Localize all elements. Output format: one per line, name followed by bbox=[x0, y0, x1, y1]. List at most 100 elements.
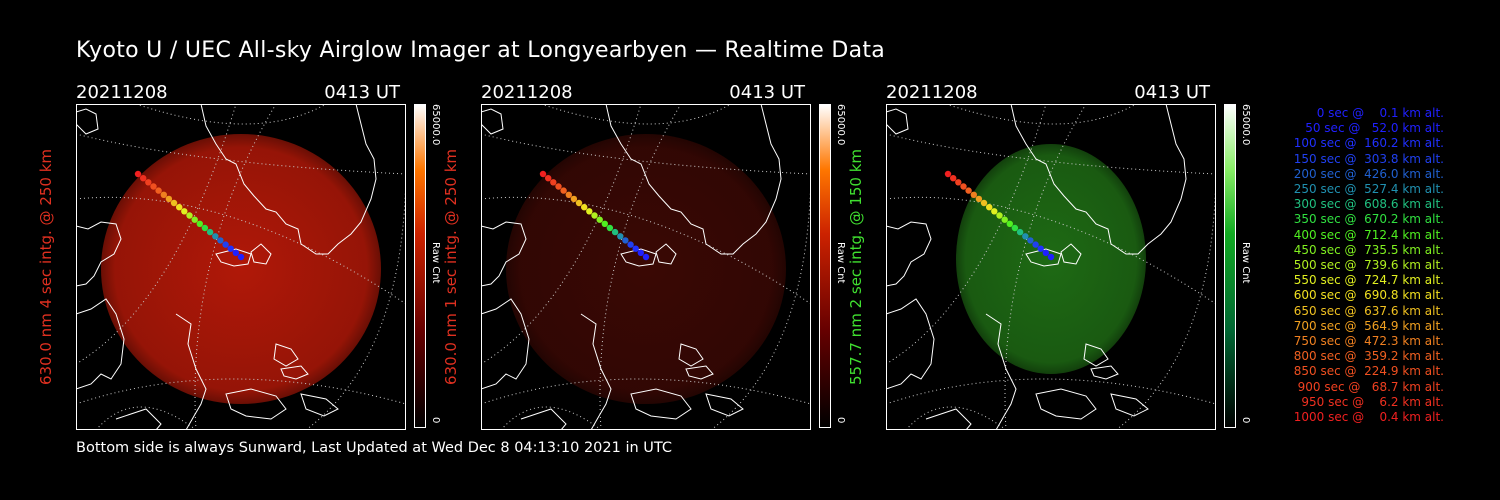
panel-ylabel-text: 630.0 nm 4 sec intg. @ 250 km bbox=[37, 148, 55, 386]
trajectory-point bbox=[1032, 241, 1039, 248]
trajectory-point bbox=[996, 212, 1003, 219]
trajectory-point bbox=[606, 224, 614, 232]
trajectory-point bbox=[622, 237, 629, 244]
trajectory-point bbox=[237, 253, 245, 261]
footer-note: Bottom side is always Sunward, Last Upda… bbox=[76, 440, 673, 456]
trajectory-point bbox=[222, 241, 229, 248]
geo-grid bbox=[76, 104, 406, 430]
legend-line: 950 sec @ 6.2 km alt. bbox=[1301, 394, 1444, 409]
trajectory-point bbox=[570, 195, 578, 203]
panel-time: 0413 UT bbox=[1134, 82, 1210, 103]
allsky-map bbox=[481, 104, 811, 430]
trajectory-point bbox=[601, 220, 608, 227]
colorbar-min: 0 bbox=[429, 417, 443, 431]
trajectory-point bbox=[975, 195, 983, 203]
trajectory-point bbox=[539, 170, 547, 178]
trajectory-point bbox=[550, 179, 557, 186]
trajectory-point bbox=[555, 183, 562, 190]
trajectory bbox=[539, 170, 650, 261]
colorbar-min-text: 0 bbox=[1240, 417, 1251, 424]
trajectory-point bbox=[1047, 253, 1055, 261]
coastline bbox=[886, 104, 1187, 430]
trajectory-point bbox=[145, 179, 152, 186]
colorbar-unit: Raw Cnt bbox=[429, 242, 443, 292]
trajectory bbox=[944, 170, 1055, 261]
trajectory-point bbox=[232, 249, 239, 256]
trajectory-point bbox=[591, 212, 598, 219]
colorbar-max-text: 65000.0 bbox=[430, 104, 441, 146]
legend-line: 650 sec @ 637.6 km alt. bbox=[1293, 303, 1444, 318]
legend-line: 300 sec @ 608.6 km alt. bbox=[1293, 197, 1444, 212]
panel-ylabel-text: 557.7 nm 2 sec intg. @ 150 km bbox=[847, 148, 865, 386]
panel-ylabel-text: 630.0 nm 1 sec intg. @ 250 km bbox=[442, 148, 460, 386]
trajectory-point bbox=[955, 179, 962, 186]
panel-557-2sec: 20211208 0413 UT 557.7 nm 2 sec intg. @ … bbox=[847, 82, 1286, 432]
legend-line: 750 sec @ 472.3 km alt. bbox=[1293, 334, 1444, 349]
trajectory-point bbox=[596, 216, 603, 223]
trajectory-point bbox=[170, 199, 178, 207]
trajectory-point bbox=[160, 191, 167, 198]
trajectory-point bbox=[565, 191, 572, 198]
trajectory-point bbox=[545, 175, 552, 182]
airglow-field bbox=[506, 134, 786, 404]
colorbar-max-text: 65000.0 bbox=[1240, 104, 1251, 146]
trajectory-point bbox=[960, 183, 967, 190]
trajectory-point bbox=[1042, 249, 1049, 256]
colorbar bbox=[414, 104, 426, 428]
legend-line: 600 sec @ 690.8 km alt. bbox=[1293, 288, 1444, 303]
colorbar-min-text: 0 bbox=[430, 417, 441, 424]
trajectory-point bbox=[991, 208, 998, 215]
allsky-image bbox=[76, 104, 406, 430]
trajectory-point bbox=[155, 187, 162, 194]
legend-line: 550 sec @ 724.7 km alt. bbox=[1293, 273, 1444, 288]
trajectory-point bbox=[575, 199, 583, 207]
panel-time: 0413 UT bbox=[324, 82, 400, 103]
trajectory-point bbox=[586, 208, 593, 215]
trajectory-point bbox=[1016, 228, 1024, 236]
trajectory-point bbox=[140, 175, 147, 182]
panel-date: 20211208 bbox=[886, 82, 978, 103]
trajectory-point bbox=[617, 233, 624, 240]
colorbar-min: 0 bbox=[834, 417, 848, 431]
trajectory-point bbox=[176, 204, 183, 211]
panel-time: 0413 UT bbox=[729, 82, 805, 103]
legend-line: 250 sec @ 527.4 km alt. bbox=[1293, 182, 1444, 197]
trajectory-point bbox=[1001, 216, 1008, 223]
colorbar-unit: Raw Cnt bbox=[834, 242, 848, 292]
trajectory-point bbox=[1022, 233, 1029, 240]
legend-line: 900 sec @ 68.7 km alt. bbox=[1297, 379, 1444, 394]
colorbar-max: 65000.0 bbox=[834, 104, 848, 164]
trajectory-point bbox=[1006, 220, 1013, 227]
colorbar-min: 0 bbox=[1239, 417, 1253, 431]
allsky-map bbox=[886, 104, 1216, 430]
colorbar-min-text: 0 bbox=[835, 417, 846, 424]
legend-line: 200 sec @ 426.0 km alt. bbox=[1293, 166, 1444, 181]
trajectory-point bbox=[986, 204, 993, 211]
trajectory-point bbox=[611, 228, 619, 236]
legend-line: 100 sec @ 160.2 km alt. bbox=[1293, 136, 1444, 151]
trajectory-point bbox=[970, 191, 977, 198]
trajectory-legend: 0 sec @ 0.1 km alt. 50 sec @ 52.0 km alt.… bbox=[1294, 106, 1444, 425]
trajectory-point bbox=[196, 220, 203, 227]
colorbar-max: 65000.0 bbox=[1239, 104, 1253, 164]
geo-grid bbox=[886, 104, 1216, 430]
trajectory-point bbox=[1037, 245, 1044, 252]
trajectory-point bbox=[150, 183, 157, 190]
trajectory-point bbox=[637, 249, 644, 256]
trajectory-point bbox=[206, 228, 214, 236]
legend-line: 500 sec @ 739.6 km alt. bbox=[1293, 258, 1444, 273]
colorbar-unit: Raw Cnt bbox=[1239, 242, 1253, 292]
legend-line: 50 sec @ 52.0 km alt. bbox=[1305, 121, 1444, 136]
legend-line: 850 sec @ 224.9 km alt. bbox=[1293, 364, 1444, 379]
trajectory-point bbox=[950, 175, 957, 182]
coastline bbox=[76, 104, 377, 430]
legend-line: 450 sec @ 735.5 km alt. bbox=[1293, 242, 1444, 257]
airglow-field bbox=[101, 134, 381, 404]
colorbar-unit-text: Raw Cnt bbox=[430, 242, 441, 284]
trajectory-point bbox=[212, 233, 219, 240]
trajectory-point bbox=[217, 237, 224, 244]
legend-line: 150 sec @ 303.8 km alt. bbox=[1293, 151, 1444, 166]
trajectory-point bbox=[627, 241, 634, 248]
trajectory-point bbox=[165, 195, 173, 203]
legend-line: 700 sec @ 564.9 km alt. bbox=[1293, 318, 1444, 333]
